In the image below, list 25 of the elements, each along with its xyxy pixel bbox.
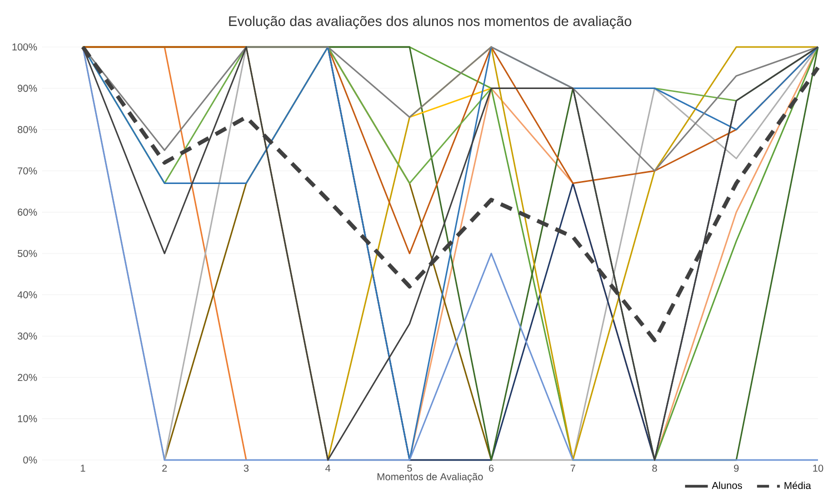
y-tick-label: 40% [18,291,37,298]
y-tick-label: 50% [18,250,37,258]
y-tick-label: 10% [18,415,37,422]
chart-title: Evolução das avaliações dos alunos nos momentos de avaliação [229,16,632,29]
y-tick-label: 60% [18,208,37,216]
x-tick-label: 5 [407,464,412,472]
y-tick-label: 0% [23,456,37,464]
legend-label: Média [784,482,812,490]
x-tick-label: 4 [325,464,330,472]
y-tick-label: 70% [18,167,37,174]
y-tick-label: 30% [18,332,37,340]
x-tick-label: 3 [244,464,249,472]
x-tick-label: 2 [162,464,167,472]
y-tick-label: 100% [12,43,37,51]
x-tick-label: 9 [734,464,739,472]
x-axis-title: Momentos de Avaliação [378,472,483,482]
x-tick-label: 6 [488,464,494,472]
y-tick-label: 90% [18,84,37,92]
y-tick-label: 80% [18,126,37,134]
x-tick-label: 1 [80,464,86,472]
legend-label: Alunos [712,482,742,489]
x-tick-label: 8 [652,464,657,472]
x-tick-label: 7 [570,464,576,472]
y-tick-label: 20% [18,374,37,381]
x-tick-label: 10 [813,464,824,472]
